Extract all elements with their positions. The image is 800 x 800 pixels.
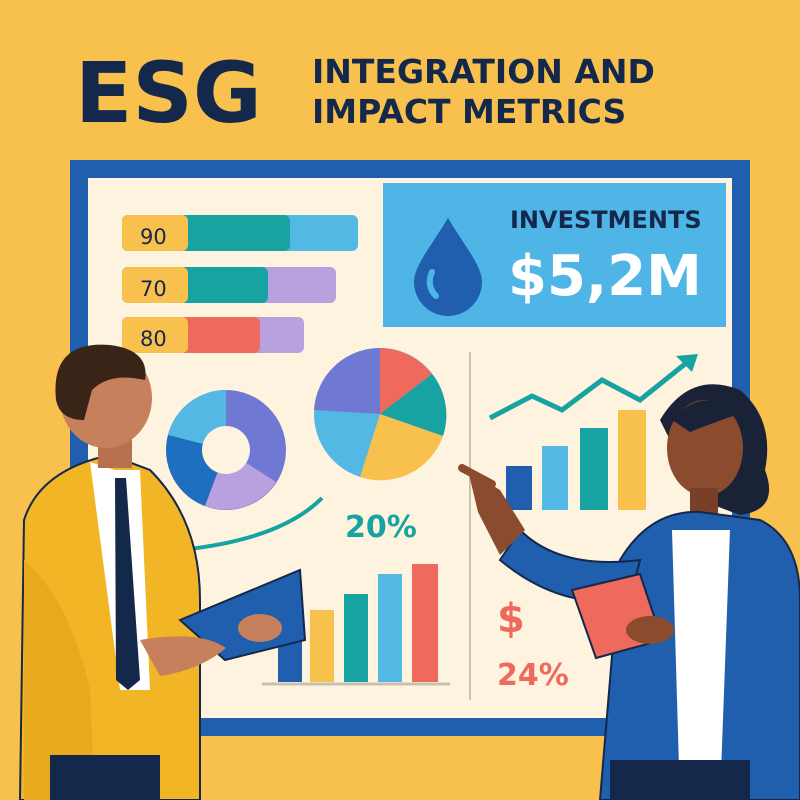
trend-curve — [179, 496, 324, 552]
woman-presenter — [458, 384, 800, 800]
bar-chart — [262, 564, 450, 686]
growth-label: 20% — [345, 510, 417, 545]
score-bars — [122, 215, 358, 353]
growth-chart — [488, 354, 698, 510]
subtitle-line: INTEGRATION AND — [312, 52, 655, 91]
man-presenter — [18, 344, 307, 800]
currency-symbol: $ — [497, 596, 525, 642]
score-label: 90 — [140, 225, 167, 249]
investments-amount: $5,2M — [508, 244, 702, 309]
percent-label: 24% — [497, 658, 569, 693]
subtitle-line: IMPACT METRICS — [312, 92, 626, 131]
donut-chart — [166, 390, 286, 510]
score-label: 80 — [140, 327, 167, 351]
score-label: 70 — [140, 277, 167, 301]
title: ESG — [75, 44, 262, 142]
pie-chart — [314, 347, 447, 481]
investments-label: INVESTMENTS — [510, 206, 702, 234]
